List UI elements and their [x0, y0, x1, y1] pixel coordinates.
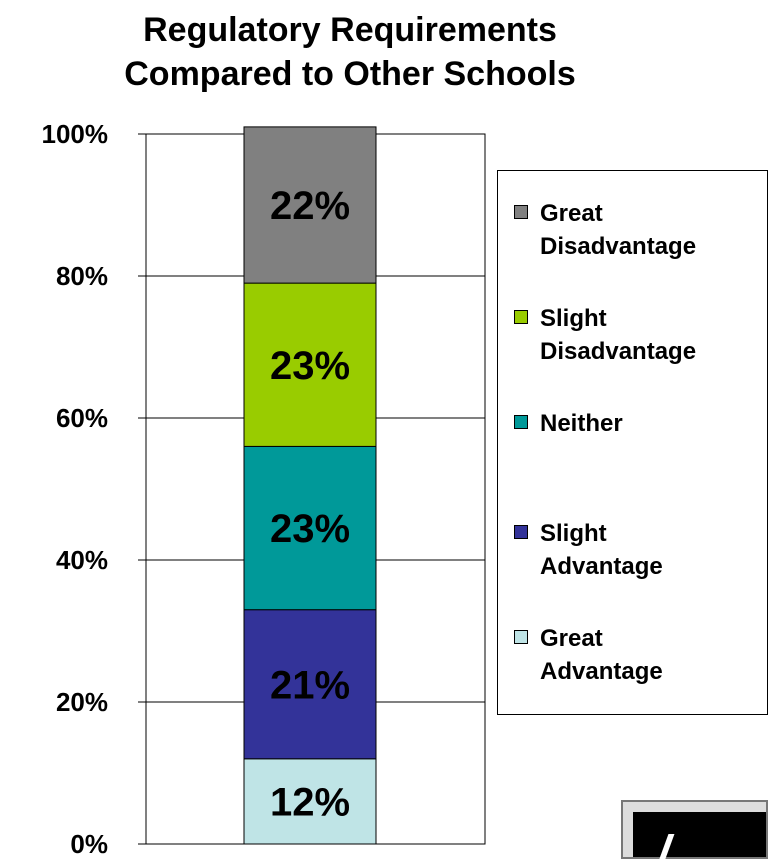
y-tick-label: 80%: [56, 261, 108, 291]
legend-label-great-disadvantage: Great Disadvantage: [540, 200, 697, 260]
legend-swatch-neither: [514, 415, 528, 429]
chart-legend: Great Disadvantage Slight Disadvantage N…: [497, 170, 768, 715]
legend-label-slight-disadvantage: Slight Disadvantage: [540, 305, 697, 365]
chart-title-line-1: Regulatory Requirements: [143, 11, 557, 49]
legend-swatch-great-advantage: [514, 630, 528, 644]
data-label: 12%: [270, 780, 350, 824]
y-tick-label: 60%: [56, 403, 108, 433]
logo-glyph: [657, 834, 693, 864]
bar-segment: [243, 282, 377, 447]
legend-label-slight-advantage: Slight Advantage: [540, 520, 663, 580]
logo-fragment: [621, 800, 768, 864]
logo-background: [633, 812, 766, 864]
y-tick-label: 40%: [56, 545, 108, 575]
data-label: 21%: [270, 663, 350, 707]
chart-title-line-2: Compared to Other Schools: [124, 55, 576, 93]
y-tick-label: 100%: [42, 119, 109, 149]
y-tick-label: 20%: [56, 687, 108, 717]
legend-swatch-slight-disadvantage: [514, 310, 528, 324]
bar-segment: [243, 126, 377, 284]
bar-segment: [243, 609, 377, 760]
data-label: 23%: [270, 344, 350, 388]
y-tick-label: 0%: [70, 829, 108, 859]
bar-segment: [243, 758, 377, 845]
bar-segment: [243, 445, 377, 611]
chart-title: Regulatory Requirements Compared to Othe…: [40, 8, 660, 96]
legend-label-great-advantage: Great Advantage: [540, 625, 663, 685]
data-label: 22%: [270, 184, 350, 228]
legend-swatch-great-disadvantage: [514, 205, 528, 219]
legend-label-neither: Neither: [540, 410, 623, 437]
data-label: 23%: [270, 507, 350, 551]
legend-swatch-slight-advantage: [514, 525, 528, 539]
